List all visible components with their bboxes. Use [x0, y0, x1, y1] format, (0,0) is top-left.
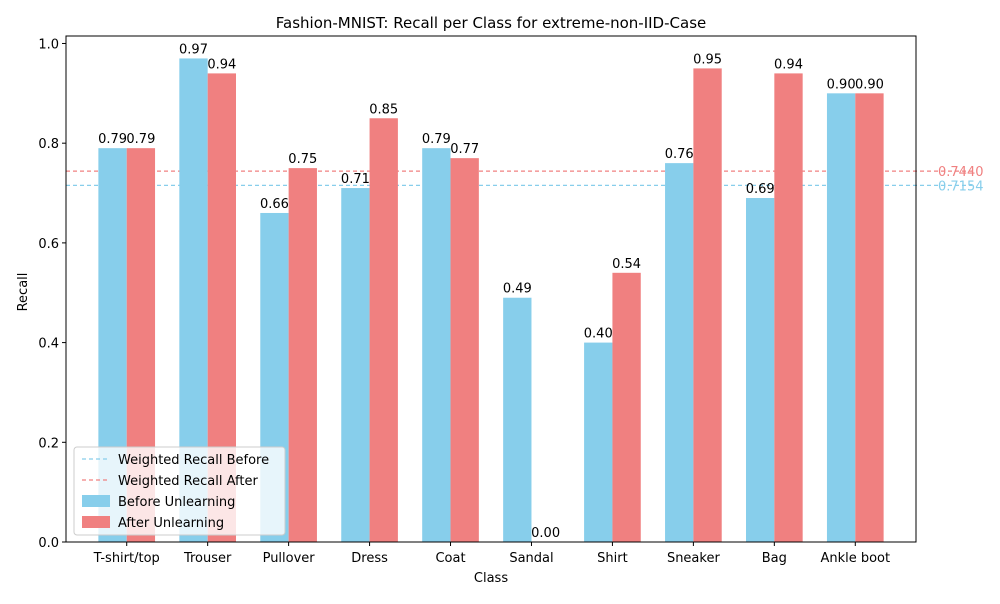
x-tick-label: Pullover: [263, 551, 316, 566]
reference-line-label: 0.7154: [938, 179, 984, 194]
x-tick-label: Coat: [435, 551, 465, 566]
bar: [855, 93, 884, 542]
x-tick-label: Bag: [762, 551, 787, 566]
bar-value-label: 0.97: [179, 42, 208, 57]
y-tick-label: 0.0: [38, 536, 59, 551]
y-tick-label: 0.8: [38, 137, 59, 152]
legend-bar-swatch: [82, 516, 110, 528]
bar-value-label: 0.90: [855, 77, 884, 92]
y-tick-label: 1.0: [38, 37, 59, 52]
bar-value-label: 0.40: [584, 327, 613, 342]
bar: [693, 68, 722, 543]
bar-value-label: 0.90: [827, 77, 856, 92]
bar-value-label: 0.95: [693, 52, 722, 67]
plot-frame: [65, 35, 917, 543]
reference-line-label: 0.7440: [938, 165, 984, 180]
legend-label: Before Unlearning: [118, 495, 235, 510]
x-tick-label: Sandal: [509, 551, 553, 566]
bar-value-label: 0.79: [98, 132, 127, 147]
bar: [288, 168, 317, 542]
y-axis-label: Recall: [16, 273, 31, 312]
bar: [612, 272, 641, 542]
bar-value-labels: 0.79 0.790.970.940.660.750.710.850.790.77…: [98, 42, 884, 541]
bar-value-label: 0.94: [207, 57, 236, 72]
bar-value-label: 0.79: [422, 132, 451, 147]
y-tick-label: 0.2: [38, 436, 59, 451]
bar-value-label: 0.85: [369, 102, 398, 117]
bar-value-label: 0.94: [774, 57, 803, 72]
x-tick-label: Shirt: [597, 551, 628, 566]
legend-label: After Unlearning: [118, 516, 224, 531]
bar: [422, 148, 451, 542]
legend-label: Weighted Recall After: [118, 474, 258, 489]
bar-value-label: 0.71: [341, 172, 370, 187]
legend-box: [73, 446, 286, 536]
x-axis-label: Class: [474, 571, 508, 586]
legend-bar-swatch: [82, 495, 110, 507]
bar: [450, 158, 479, 542]
bar: [774, 73, 803, 542]
x-tick-label: Dress: [351, 551, 388, 566]
bar-value-label: 0.66: [260, 197, 289, 212]
bar-value-label: 0.77: [450, 142, 479, 157]
x-tick-label: Sneaker: [667, 551, 721, 566]
bar: [584, 342, 613, 542]
bar: [341, 188, 370, 542]
bar-value-label: 0.54: [612, 257, 641, 272]
legend-label: Weighted Recall Before: [118, 453, 269, 468]
bar: [746, 198, 775, 542]
x-tick-label: Ankle boot: [820, 551, 890, 566]
bar-value-label: 0.69: [746, 182, 775, 197]
legend: Weighted Recall Before Weighted Recall Af…: [73, 446, 286, 536]
bar-value-label: 0.49: [503, 282, 532, 297]
axes: 0.0 0.2 0.4 0.6 0.8 1.0 T-shirt/top Trouser Pull…: [38, 35, 917, 566]
bar: [369, 118, 398, 542]
bar-value-label: 0.00: [531, 526, 560, 541]
y-tick-label: 0.4: [38, 337, 59, 352]
bar: [826, 93, 856, 542]
x-tick-label: T-shirt/top: [93, 551, 160, 566]
bar: [665, 163, 694, 542]
bar-value-label: 0.75: [288, 152, 317, 167]
bar: [503, 297, 532, 542]
bar-value-label: 0.79: [126, 132, 155, 147]
y-tick-label: 0.6: [38, 237, 59, 252]
x-tick-label: Trouser: [183, 551, 232, 566]
chart-title: Fashion-MNIST: Recall per Class for extr…: [276, 14, 706, 32]
bar-value-label: 0.76: [665, 147, 694, 162]
